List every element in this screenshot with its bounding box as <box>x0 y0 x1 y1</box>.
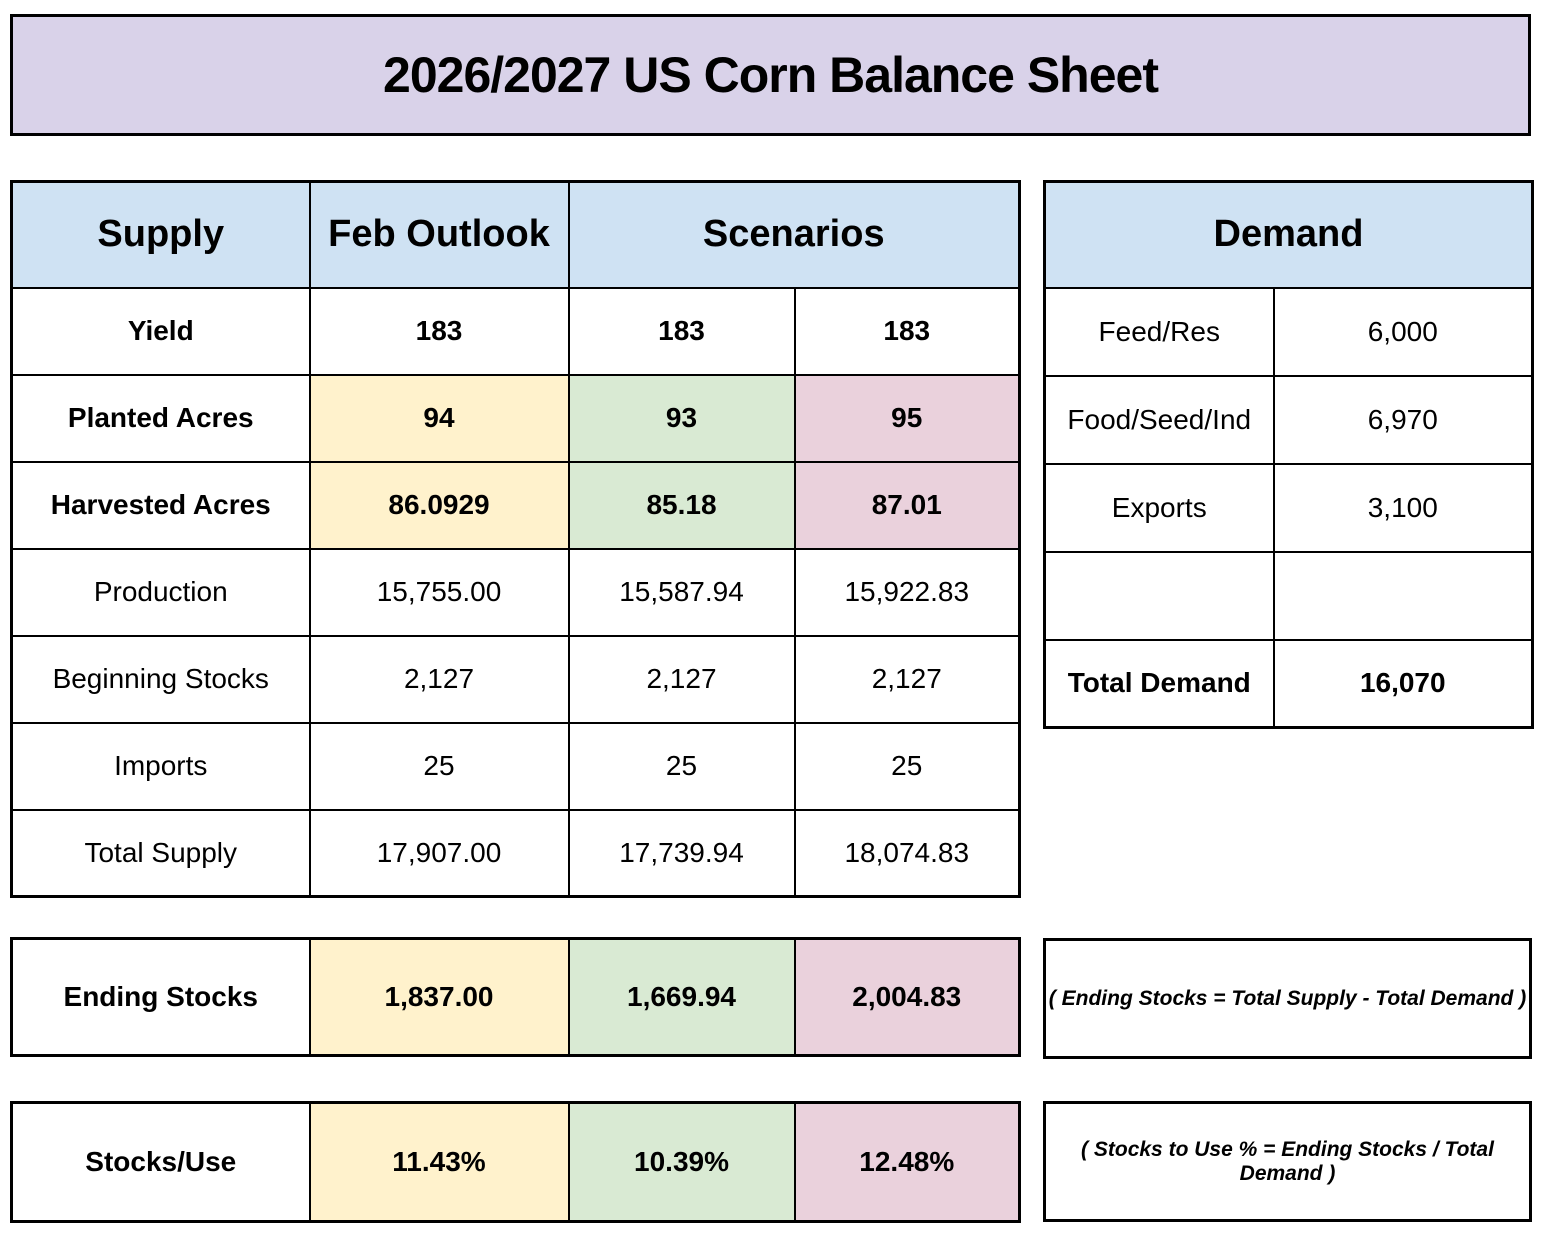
table-row-production: Production 15,755.00 15,587.94 15,922.83 <box>10 547 1021 637</box>
table-row-harvested-acres: Harvested Acres 86.0929 85.18 87.01 <box>10 460 1021 550</box>
imports-feb-cell[interactable]: 25 <box>308 721 570 811</box>
production-label: Production <box>10 547 311 637</box>
title-banner: 2026/2027 US Corn Balance Sheet <box>10 14 1531 136</box>
stocks-use-table: Stocks/Use 11.43% 10.39% 12.48% <box>10 1101 1021 1223</box>
exports-value-cell[interactable]: 3,100 <box>1272 462 1534 553</box>
total-supply-scenario2-cell[interactable]: 18,074.83 <box>793 808 1021 898</box>
demand-table: Demand Feed/Res 6,000 Food/Seed/Ind 6,97… <box>1043 180 1535 729</box>
food-seed-ind-value-cell[interactable]: 6,970 <box>1272 374 1534 465</box>
beginning-stocks-scenario2-cell[interactable]: 2,127 <box>793 634 1021 724</box>
harvested-acres-label: Harvested Acres <box>10 460 311 550</box>
planted-acres-scenario1-cell[interactable]: 93 <box>567 373 796 463</box>
imports-scenario2-cell[interactable]: 25 <box>793 721 1021 811</box>
ending-stocks-table: Ending Stocks 1,837.00 1,669.94 2,004.83 <box>10 937 1021 1057</box>
beginning-stocks-feb-cell[interactable]: 2,127 <box>308 634 570 724</box>
feed-res-value-cell[interactable]: 6,000 <box>1272 286 1534 377</box>
table-row-ending-stocks: Ending Stocks 1,837.00 1,669.94 2,004.83 <box>10 937 1021 1057</box>
total-demand-value-cell[interactable]: 16,070 <box>1272 638 1534 729</box>
yield-scenario2-cell[interactable]: 183 <box>793 286 1021 376</box>
stocks-use-label: Stocks/Use <box>10 1101 311 1223</box>
ending-stocks-feb-cell[interactable]: 1,837.00 <box>308 937 570 1057</box>
feed-res-label: Feed/Res <box>1043 286 1275 377</box>
yield-scenario1-cell[interactable]: 183 <box>567 286 796 376</box>
stocks-use-formula-note: ( Stocks to Use % = Ending Stocks / Tota… <box>1043 1101 1532 1222</box>
demand-empty-label <box>1043 550 1275 641</box>
ending-stocks-label: Ending Stocks <box>10 937 311 1057</box>
production-feb-cell[interactable]: 15,755.00 <box>308 547 570 637</box>
demand-header-cell: Demand <box>1043 180 1534 289</box>
table-row-total-demand: Total Demand 16,070 <box>1043 638 1534 729</box>
exports-label: Exports <box>1043 462 1275 553</box>
production-scenario1-cell[interactable]: 15,587.94 <box>567 547 796 637</box>
table-row-demand-empty <box>1043 550 1534 641</box>
table-row-yield: Yield 183 183 183 <box>10 286 1021 376</box>
table-row-exports: Exports 3,100 <box>1043 462 1534 553</box>
table-row-imports: Imports 25 25 25 <box>10 721 1021 811</box>
planted-acres-scenario2-cell[interactable]: 95 <box>793 373 1021 463</box>
table-row-planted-acres: Planted Acres 94 93 95 <box>10 373 1021 463</box>
production-scenario2-cell[interactable]: 15,922.83 <box>793 547 1021 637</box>
planted-acres-label: Planted Acres <box>10 373 311 463</box>
supply-header-cell: Supply <box>10 180 311 289</box>
food-seed-ind-label: Food/Seed/Ind <box>1043 374 1275 465</box>
table-row-stocks-use: Stocks/Use 11.43% 10.39% 12.48% <box>10 1101 1021 1223</box>
demand-header-row: Demand <box>1043 180 1534 289</box>
scenarios-header-cell: Scenarios <box>567 180 1021 289</box>
ending-stocks-formula-note: ( Ending Stocks = Total Supply - Total D… <box>1043 938 1532 1059</box>
planted-acres-feb-cell[interactable]: 94 <box>308 373 570 463</box>
table-row-beginning-stocks: Beginning Stocks 2,127 2,127 2,127 <box>10 634 1021 724</box>
yield-label: Yield <box>10 286 311 376</box>
table-row-food-seed-ind: Food/Seed/Ind 6,970 <box>1043 374 1534 465</box>
harvested-acres-feb-cell[interactable]: 86.0929 <box>308 460 570 550</box>
total-supply-scenario1-cell[interactable]: 17,739.94 <box>567 808 796 898</box>
beginning-stocks-scenario1-cell[interactable]: 2,127 <box>567 634 796 724</box>
feb-outlook-header-cell: Feb Outlook <box>308 180 570 289</box>
harvested-acres-scenario2-cell[interactable]: 87.01 <box>793 460 1021 550</box>
supply-table: Supply Feb Outlook Scenarios Yield 183 1… <box>10 180 1021 898</box>
supply-header-row: Supply Feb Outlook Scenarios <box>10 180 1021 289</box>
stocks-use-scenario1-cell[interactable]: 10.39% <box>567 1101 796 1223</box>
harvested-acres-scenario1-cell[interactable]: 85.18 <box>567 460 796 550</box>
table-row-feed-res: Feed/Res 6,000 <box>1043 286 1534 377</box>
page-title: 2026/2027 US Corn Balance Sheet <box>383 47 1159 103</box>
total-supply-feb-cell[interactable]: 17,907.00 <box>308 808 570 898</box>
demand-empty-value-cell <box>1272 550 1534 641</box>
stocks-use-feb-cell[interactable]: 11.43% <box>308 1101 570 1223</box>
total-supply-label: Total Supply <box>10 808 311 898</box>
ending-stocks-scenario2-cell[interactable]: 2,004.83 <box>793 937 1021 1057</box>
table-row-total-supply: Total Supply 17,907.00 17,739.94 18,074.… <box>10 808 1021 898</box>
ending-stocks-scenario1-cell[interactable]: 1,669.94 <box>567 937 796 1057</box>
stocks-use-scenario2-cell[interactable]: 12.48% <box>793 1101 1021 1223</box>
total-demand-label: Total Demand <box>1043 638 1275 729</box>
yield-feb-cell[interactable]: 183 <box>308 286 570 376</box>
beginning-stocks-label: Beginning Stocks <box>10 634 311 724</box>
imports-label: Imports <box>10 721 311 811</box>
imports-scenario1-cell[interactable]: 25 <box>567 721 796 811</box>
